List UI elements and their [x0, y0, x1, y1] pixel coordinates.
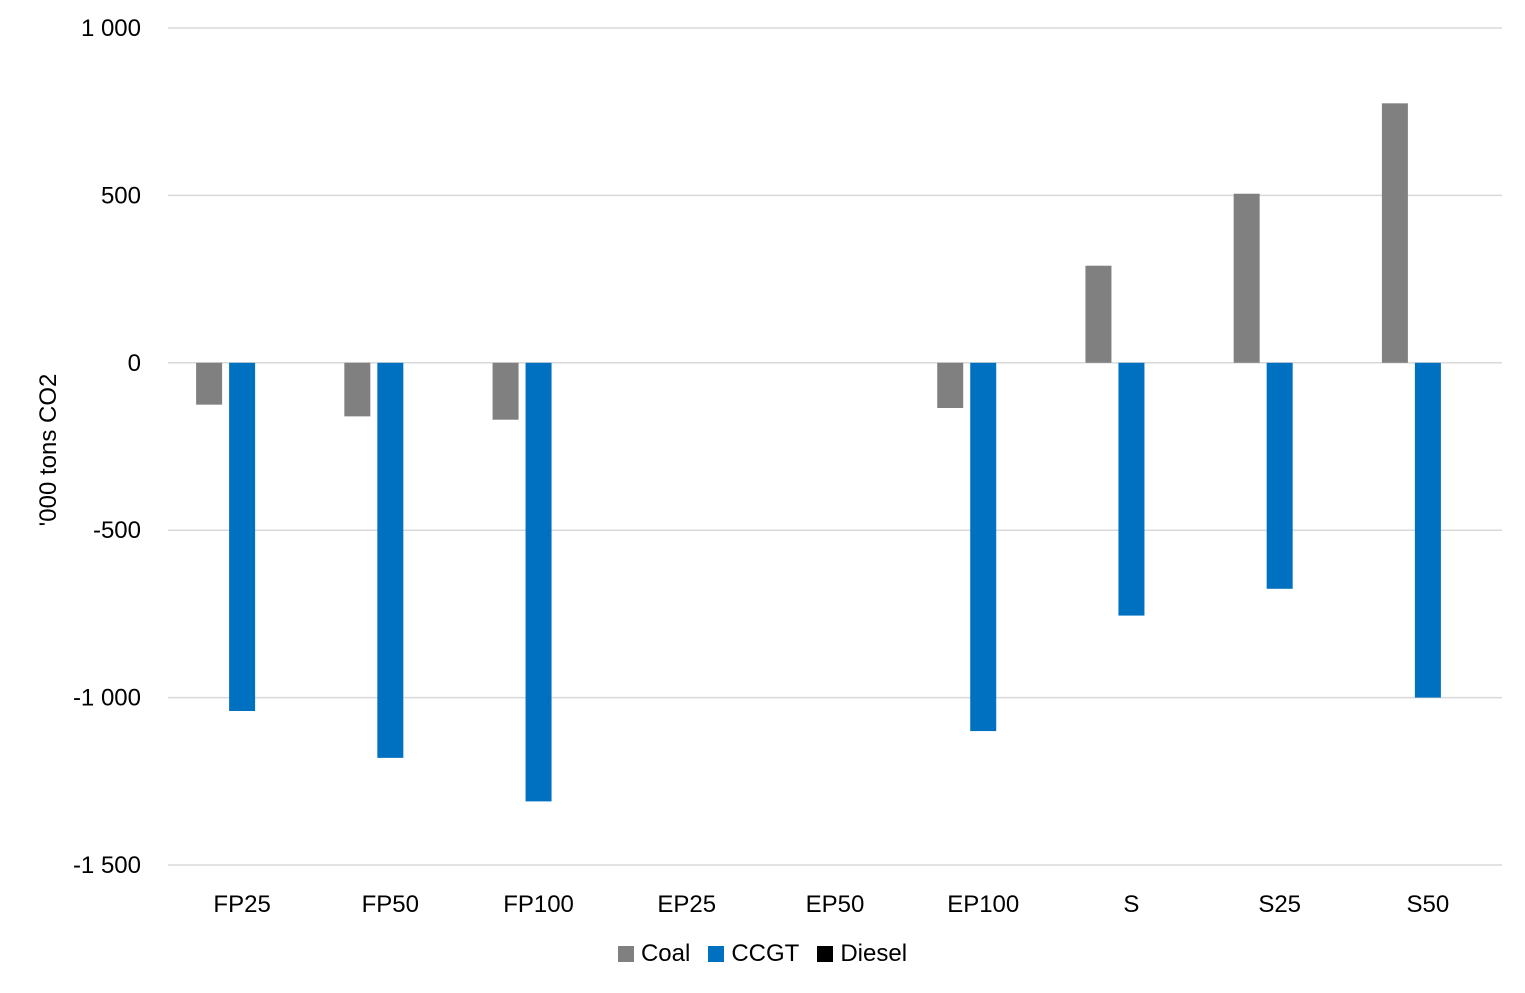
bar-ccgt-fp50	[377, 362, 404, 758]
bar-coal-s	[1085, 265, 1112, 363]
x-tick-labels: FP25 FP50 FP100 EP25 EP50 EP100 S S25 S50	[213, 891, 1449, 918]
bar-coal-fp50	[344, 362, 371, 417]
legend-item-diesel: Diesel	[817, 940, 907, 968]
y-tick-label: -1 500	[73, 852, 141, 879]
bar-ccgt-fp25	[229, 362, 256, 711]
x-tick-label: FP100	[503, 891, 574, 918]
x-tick-label: S	[1123, 891, 1139, 918]
bar-ccgt-s25	[1266, 362, 1293, 589]
legend-item-ccgt: CCGT	[708, 940, 799, 968]
bar-coal-fp100	[492, 362, 519, 420]
bar-coal-s50	[1381, 103, 1408, 363]
x-tick-label: EP25	[657, 891, 716, 918]
bar-coal-fp25	[196, 362, 223, 405]
bar-ccgt-ep100	[970, 362, 997, 732]
legend-label: CCGT	[731, 940, 800, 967]
y-axis-title: '000 tons CO2	[35, 374, 62, 527]
y-tick-label: 0	[128, 350, 141, 377]
bar-coal-s25	[1233, 193, 1260, 363]
x-tick-label: FP50	[362, 891, 419, 918]
legend-item-coal: Coal	[617, 940, 691, 968]
legend-swatch	[617, 946, 634, 962]
legend: Coal CCGT Diesel	[0, 940, 1525, 968]
bar-ccgt-s50	[1414, 362, 1441, 698]
y-tick-labels: 1 000 500 0 -500 -1 000 -1 500	[73, 15, 141, 879]
legend-swatch	[708, 946, 725, 962]
x-tick-label: EP100	[947, 891, 1019, 918]
y-tick-label: 500	[101, 182, 141, 209]
x-tick-label: S50	[1407, 891, 1450, 918]
x-tick-label: S25	[1258, 891, 1301, 918]
y-tick-label: -500	[93, 517, 141, 544]
legend-label: Coal	[640, 940, 691, 967]
bar-ccgt-s	[1118, 362, 1145, 616]
x-tick-label: FP25	[213, 891, 270, 918]
x-tick-label: EP50	[806, 891, 865, 918]
y-tick-label: -1 000	[73, 685, 141, 712]
bars	[196, 103, 1441, 802]
legend-swatch	[817, 946, 834, 962]
bar-ccgt-fp100	[525, 362, 552, 802]
gridlines	[168, 27, 1502, 866]
bar-coal-ep100	[937, 362, 964, 408]
y-tick-label: 1 000	[81, 15, 141, 42]
legend-label: Diesel	[840, 940, 908, 967]
